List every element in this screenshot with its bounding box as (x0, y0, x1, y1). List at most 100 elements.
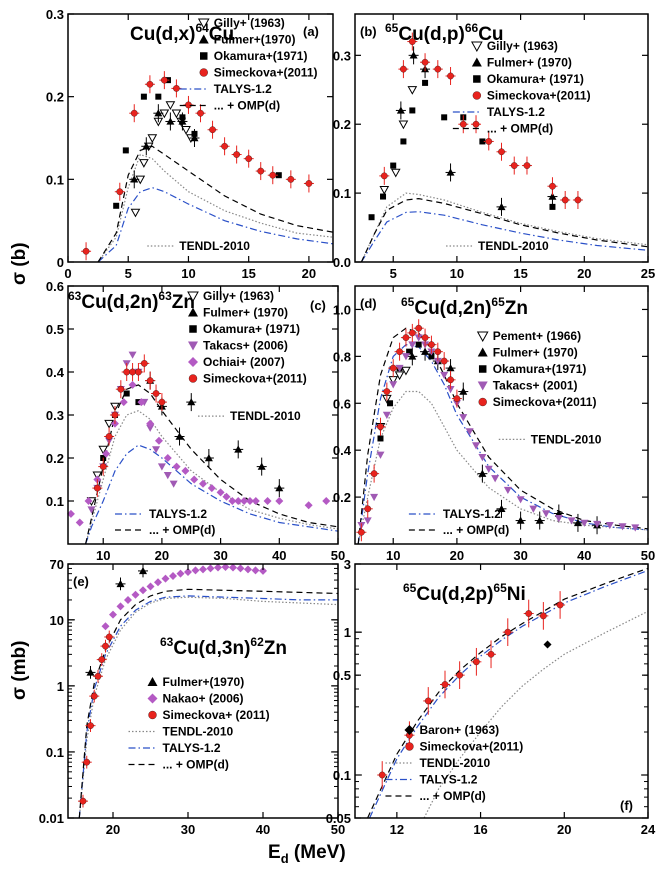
legend-entry: Nakao+ (2006) (147, 692, 244, 706)
legend-marker (405, 742, 414, 751)
legend-marker (187, 291, 199, 303)
legend-entry: Okamura+(1971) (200, 49, 307, 63)
x-tick-label: 5 (125, 266, 132, 281)
legend-entry: Fulmer+ (1970) (188, 306, 288, 320)
data-point (199, 565, 207, 574)
y-tick-label: 0.1 (46, 494, 64, 509)
x-tick-label: 10 (181, 266, 195, 281)
data-point (561, 196, 569, 204)
data-point (525, 610, 533, 617)
data-point (191, 566, 200, 575)
x-tick-label: 40 (256, 822, 270, 837)
data-point (428, 341, 435, 348)
data-point (257, 462, 266, 470)
data-point (139, 566, 147, 575)
legend-marker (477, 381, 488, 391)
legend-marker (199, 68, 208, 77)
x-tick-label: 40 (272, 548, 286, 563)
curve-dotted (360, 192, 648, 262)
data-point (233, 151, 240, 158)
series-nakao (101, 563, 267, 631)
data-point (370, 493, 379, 502)
y-tick-label: 3 (344, 557, 351, 572)
data-point (251, 497, 260, 505)
data-point (548, 192, 557, 200)
legend-label: Fulmer+ (1970) (493, 346, 578, 360)
legend-label: Okamura+(1971) (214, 49, 308, 63)
data-point (175, 432, 184, 440)
panel-e: 20 30 40 50 0.01 0.1 1 10 70 63Cu(d,3n)62Zn (e) Ful… (39, 557, 346, 837)
legend-label: Okamura+(1971) (493, 362, 587, 376)
data-point (401, 353, 410, 361)
legend-entry: ... + OMP(d) (128, 758, 229, 772)
data-point (79, 797, 87, 805)
data-point (567, 517, 576, 525)
data-point (396, 106, 405, 114)
legend-entry: Gilly+ (1963) (187, 289, 274, 303)
y-tick-label: 0.1 (333, 186, 351, 201)
data-point (472, 120, 480, 128)
curve-dashed (367, 567, 648, 818)
data-point (516, 516, 525, 524)
tendl-label: TENDL-2010 (230, 409, 301, 423)
series-fulmer (85, 564, 148, 679)
data-point (593, 520, 602, 529)
series-okamura (113, 77, 282, 209)
legend-label: Fulmer+(1970) (214, 33, 296, 47)
legend-label: TENDL-2010 (163, 725, 234, 739)
data-point (263, 497, 272, 505)
data-point (549, 182, 556, 190)
legend-marker (188, 307, 198, 317)
data-point (154, 578, 162, 587)
data-point (165, 101, 176, 110)
x-tick-label: 0 (64, 266, 71, 281)
y-tick-label: 0.2 (46, 90, 64, 105)
series-simeckova (92, 354, 167, 498)
y-tick-label: 10 (50, 613, 64, 628)
data-point (137, 398, 146, 407)
data-point (199, 479, 207, 488)
data-point (376, 451, 385, 459)
data-point (402, 334, 410, 341)
y-tick-label: 0.2 (333, 490, 351, 505)
data-point (434, 348, 442, 356)
legend-marker (189, 325, 197, 333)
y-tick-label: 1 (344, 625, 351, 640)
data-point (234, 497, 243, 505)
legend-marker (147, 677, 158, 686)
legend-label: Gilly+ (1963) (487, 39, 558, 53)
data-point (275, 484, 284, 492)
data-point (364, 505, 372, 513)
y-tick-label: 0.4 (46, 365, 65, 380)
curve-dotted (85, 410, 338, 544)
legend-entry: Ochiai+ (2007) (188, 355, 285, 369)
y-tick-label: 70 (50, 557, 64, 572)
series-baron (543, 640, 552, 649)
data-point (378, 771, 386, 779)
x-tick-label: 10 (96, 548, 110, 563)
legend-label: Takacs+ (2006) (203, 339, 288, 353)
data-point (259, 566, 267, 575)
data-point (222, 492, 231, 501)
data-point (380, 193, 387, 200)
x-tick-label: 15 (241, 266, 255, 281)
legend-marker (473, 75, 481, 83)
data-point (146, 80, 154, 88)
data-point (322, 497, 331, 505)
data-point (605, 522, 614, 530)
x-tick-label: 50 (331, 548, 345, 563)
data-point (139, 159, 149, 168)
y-tick-label: 0.0 (333, 255, 351, 270)
data-point (221, 142, 228, 150)
legend-entry: Fulmer+(1970) (147, 675, 244, 689)
series-simeckova (379, 32, 583, 209)
data-point (87, 722, 94, 730)
data-point (543, 640, 552, 649)
series-simeckova (356, 319, 462, 542)
x-tick-label: 25 (641, 266, 655, 281)
data-point (90, 692, 98, 700)
data-point (406, 348, 413, 355)
y-tick-label: 0.3 (46, 7, 64, 22)
data-point (240, 497, 249, 505)
